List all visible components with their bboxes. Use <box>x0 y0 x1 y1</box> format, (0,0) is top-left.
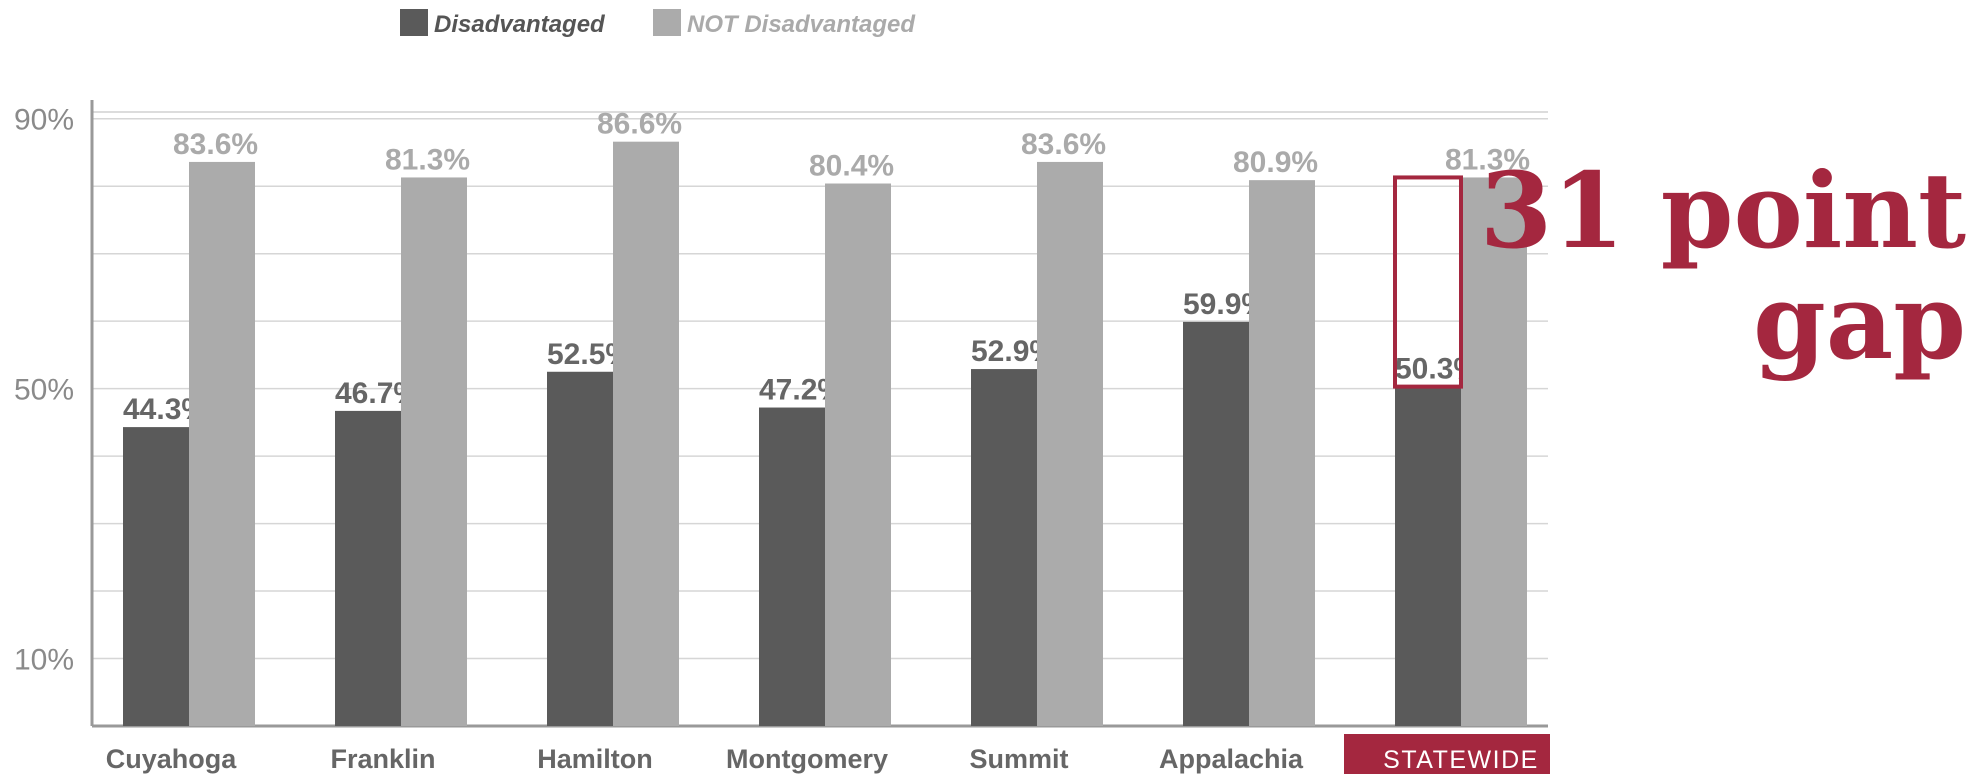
gap-box <box>1393 175 1463 389</box>
x-tick-label: Franklin <box>330 744 435 774</box>
bar <box>1183 321 1249 726</box>
x-tick-label: Summit <box>969 744 1068 774</box>
bar <box>123 427 189 726</box>
value-label: 81.3% <box>1445 143 1530 176</box>
x-tick-label: STATEWIDE <box>1383 746 1539 774</box>
legend-swatch <box>400 9 428 36</box>
annotation: 31 point <box>1480 149 1966 272</box>
y-tick-label: 10% <box>14 644 74 677</box>
value-label: 86.6% <box>597 108 682 141</box>
annotation: gap <box>1753 260 1966 383</box>
highlight-box <box>1344 734 1550 774</box>
value-label: 81.3% <box>385 143 470 176</box>
bar <box>547 371 613 726</box>
value-label: 80.4% <box>809 150 894 183</box>
bar <box>401 177 467 726</box>
bar <box>1037 161 1103 726</box>
value-label: 83.6% <box>1021 128 1106 161</box>
legend-label: Disadvantaged <box>434 11 606 38</box>
value-label: 80.9% <box>1233 146 1318 179</box>
value-label: 83.6% <box>173 128 258 161</box>
x-tick-label: Montgomery <box>726 744 888 774</box>
x-tick-label: Appalachia <box>1159 744 1304 774</box>
bar <box>971 369 1037 726</box>
y-tick-label: 50% <box>14 374 74 407</box>
bar <box>1249 180 1315 727</box>
bar <box>189 161 255 726</box>
bar <box>1395 386 1461 726</box>
y-tick-label: 90% <box>14 104 74 137</box>
legend-swatch <box>653 9 681 36</box>
bar <box>613 141 679 726</box>
bar <box>825 183 891 726</box>
bar <box>1461 177 1527 726</box>
bar <box>759 407 825 726</box>
x-tick-label: Hamilton <box>537 744 653 774</box>
legend-label: NOT Disadvantaged <box>687 11 916 38</box>
bar <box>335 410 401 726</box>
x-tick-label: Cuyahoga <box>106 744 238 774</box>
